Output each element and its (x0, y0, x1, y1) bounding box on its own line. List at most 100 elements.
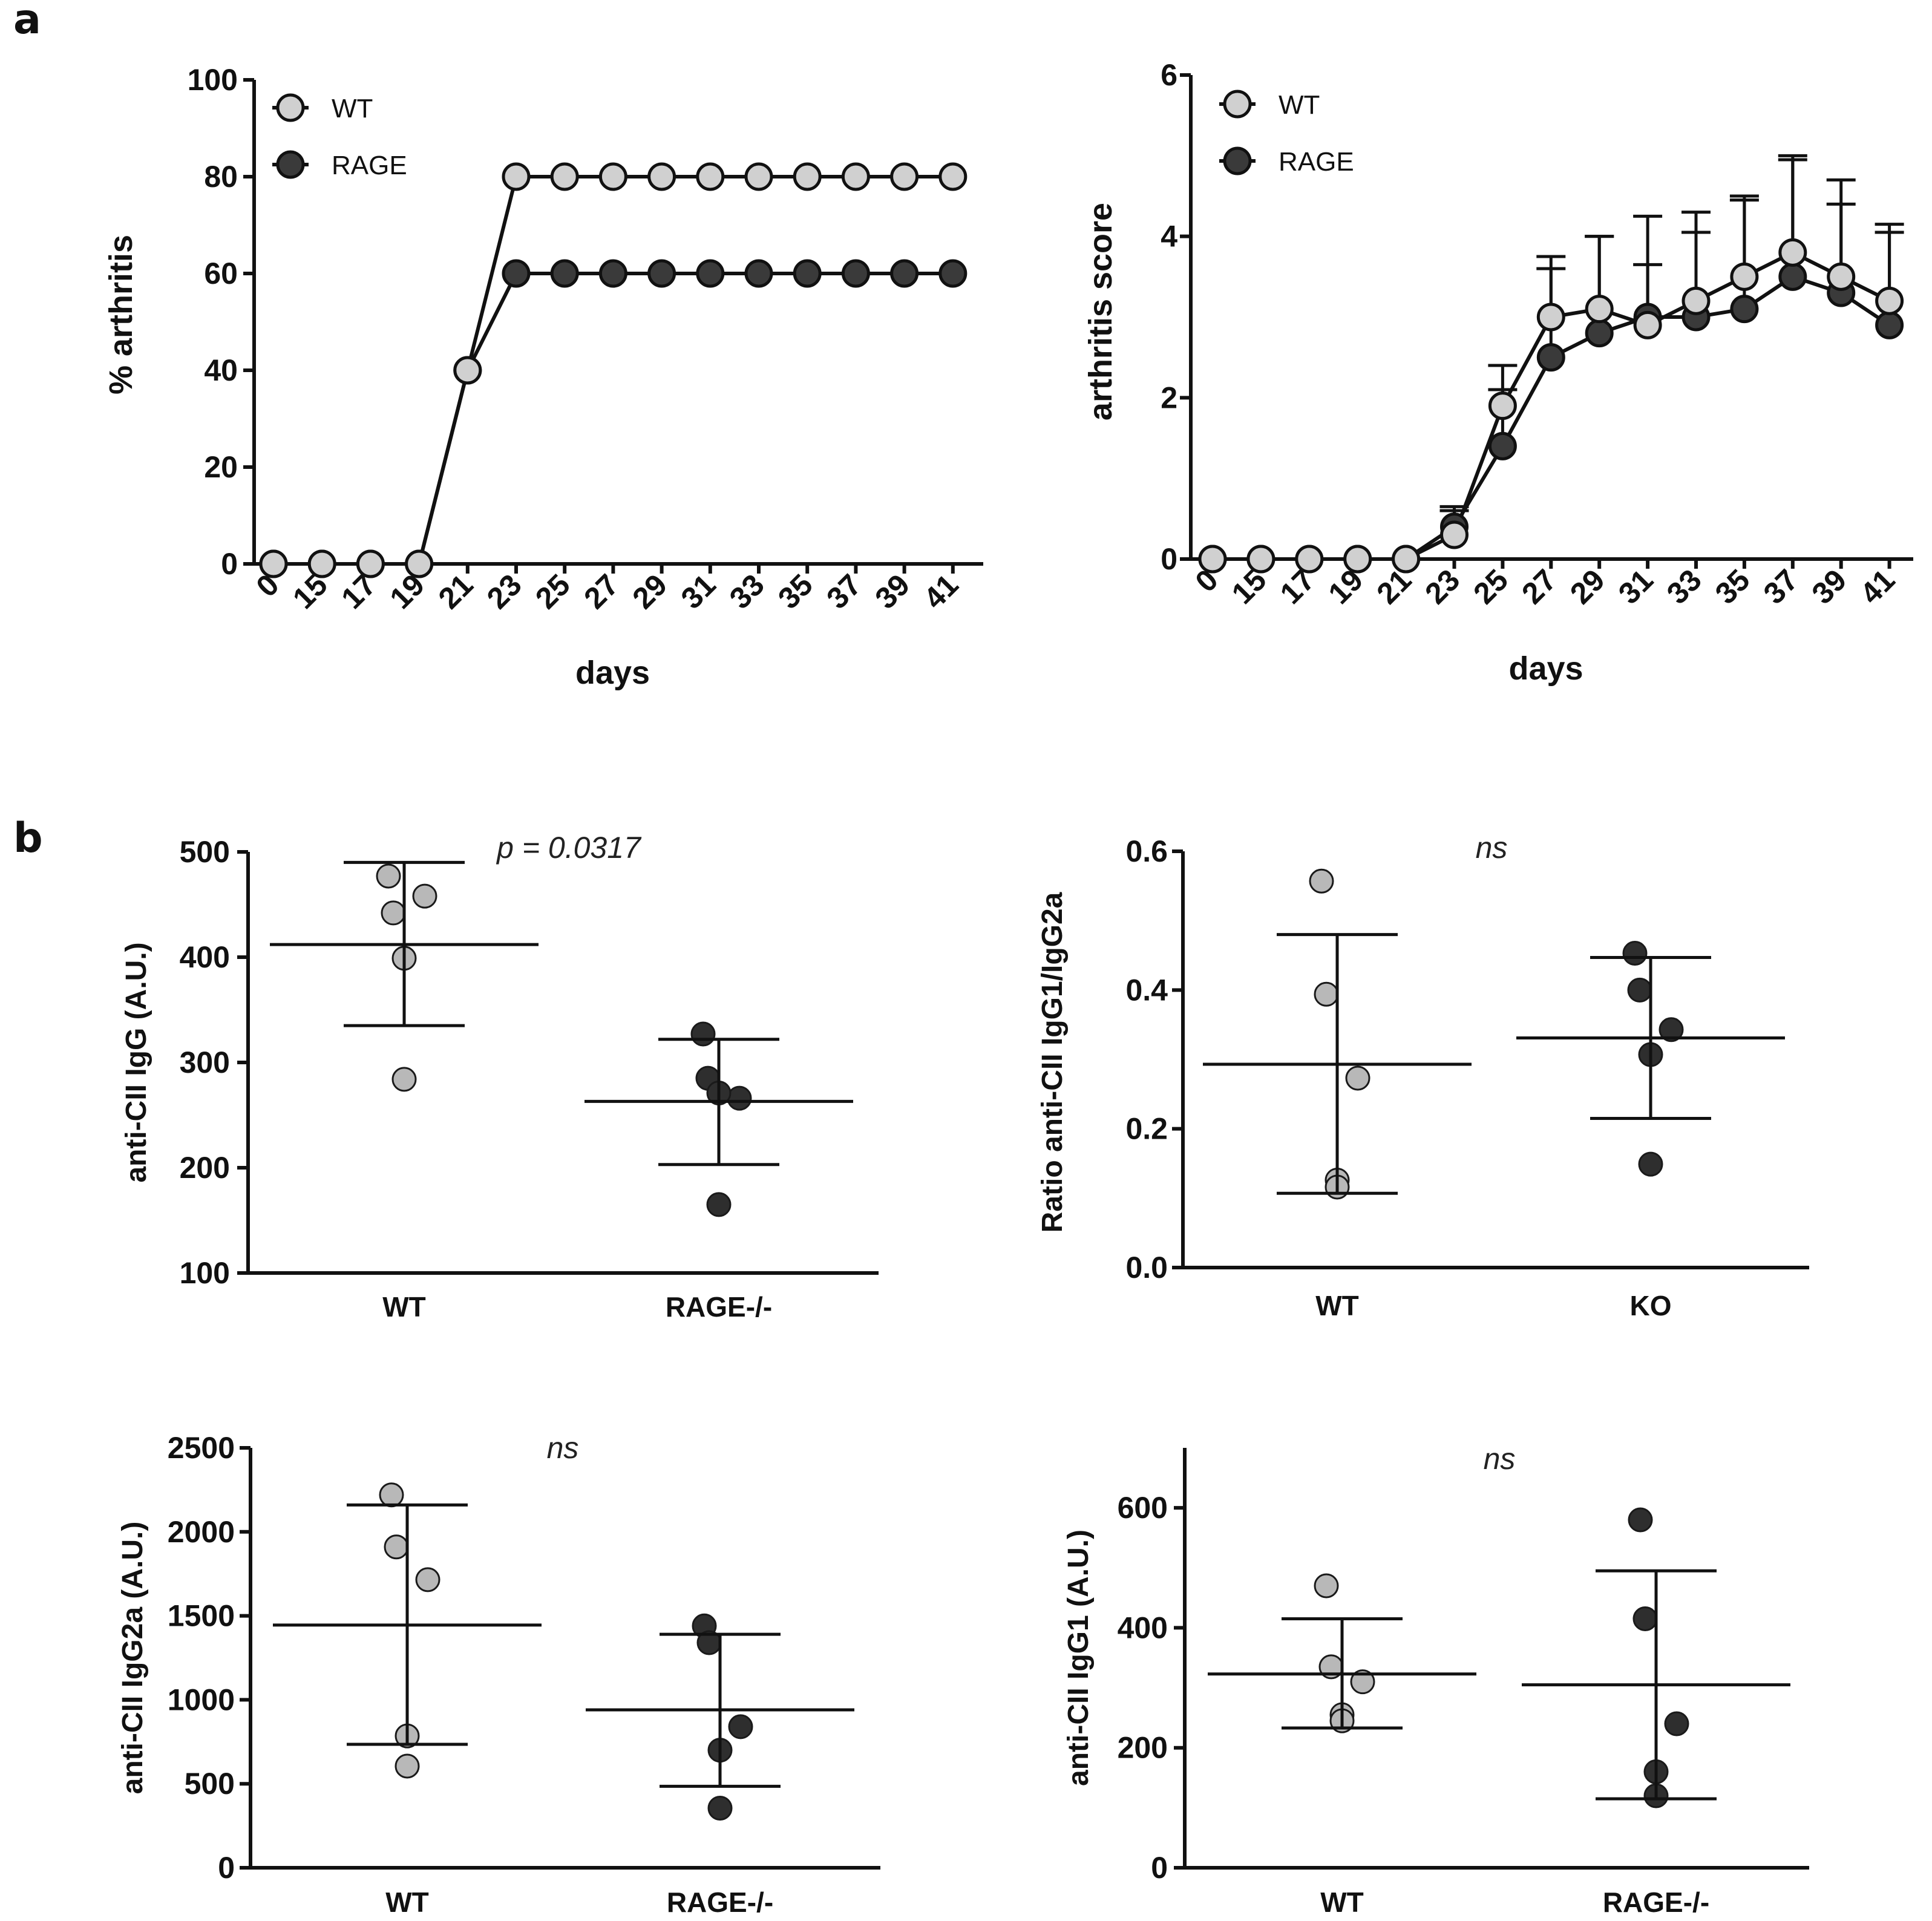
data-point-rage (550, 259, 579, 288)
y-tick-label: 20 (204, 450, 238, 484)
data-point-rage (793, 259, 822, 288)
legend-marker-wt (276, 93, 305, 122)
y-tick-label: 400 (180, 940, 230, 974)
data-point-wt (1778, 238, 1807, 267)
data-point-wt (356, 549, 385, 578)
legend-marker-wt (1223, 90, 1252, 119)
significance-annotation: ns (547, 1431, 579, 1465)
x-tick-label: 41 (1853, 563, 1901, 610)
data-point (707, 1795, 733, 1821)
chart-6: 0 200 400 600 anti-CII IgG1 (A.U.) WT RAGE-/- n… (1063, 1442, 1809, 1918)
data-point-rage (1536, 343, 1565, 372)
data-point-wt (1488, 391, 1517, 421)
category-label: RAGE-/- (667, 1887, 773, 1918)
y-tick-label: 600 (1118, 1491, 1168, 1525)
y-tick-label: 0 (1151, 1851, 1168, 1885)
data-point-wt (1198, 545, 1227, 574)
x-tick-label: 39 (1806, 563, 1853, 610)
x-tick-label: 27 (577, 568, 625, 615)
data-point (1627, 977, 1652, 1003)
data-point-rage (598, 259, 627, 288)
data-point-rage (1488, 431, 1517, 460)
y-tick-label: 500 (180, 835, 230, 869)
data-point (1638, 1151, 1663, 1177)
data-point-wt (1875, 286, 1904, 315)
chart-3: 100 200 300 400 500 anti-CII IgG (A.U.) WT RAGE… (120, 831, 879, 1323)
y-tick-label: 0.6 (1125, 834, 1168, 868)
chart-4: 0.0 0.2 0.4 0.6 Ratio anti-CII IgG1/IgG2a WT K… (1036, 831, 1809, 1321)
data-point-rage (1730, 295, 1759, 324)
y-axis-title: anti-CII IgG1 (A.U.) (1063, 1530, 1095, 1786)
data-point-wt (647, 162, 676, 191)
x-tick-label: 29 (626, 568, 673, 615)
data-point-rage (1585, 319, 1614, 348)
data-point-wt (1730, 262, 1759, 291)
data-point-wt (307, 549, 336, 578)
data-point (1622, 941, 1648, 966)
data-point (384, 1534, 409, 1560)
data-point (395, 1753, 420, 1779)
legend-label: RAGE (332, 151, 407, 180)
data-point-wt (1681, 286, 1711, 315)
data-point-wt (890, 162, 919, 191)
y-tick-label: 40 (204, 353, 238, 387)
x-tick-label: 23 (1418, 563, 1466, 610)
x-tick-label: 33 (723, 568, 771, 615)
data-point (1659, 1017, 1684, 1042)
data-point (1314, 981, 1339, 1007)
data-point-wt (550, 162, 579, 191)
data-point (381, 900, 406, 926)
data-point-wt (453, 356, 482, 385)
data-point (728, 1714, 753, 1739)
y-tick-label: 200 (180, 1151, 230, 1185)
y-tick-label: 1500 (168, 1599, 235, 1633)
data-point (376, 863, 401, 889)
category-label: KO (1630, 1290, 1672, 1321)
data-point (391, 1067, 417, 1092)
x-tick-label: 25 (1467, 563, 1514, 610)
x-tick-label: 27 (1515, 563, 1563, 610)
y-tick-label: 80 (204, 160, 238, 194)
series-line-rage (273, 272, 953, 566)
x-tick-label: 35 (1709, 563, 1757, 610)
x-tick-label: 41 (917, 568, 965, 615)
x-tick-label: 21 (432, 568, 480, 615)
y-tick-label: 200 (1118, 1731, 1168, 1765)
group-wt (1203, 868, 1472, 1200)
x-axis-title: days (1508, 650, 1583, 687)
significance-annotation: p = 0.0317 (496, 831, 642, 865)
category-label: WT (1320, 1887, 1364, 1918)
panel-label-a: a (13, 0, 41, 44)
y-tick-label: 60 (204, 257, 238, 290)
data-point-wt (1827, 262, 1856, 291)
x-tick-label: 25 (529, 568, 577, 615)
data-point (1628, 1507, 1653, 1533)
data-point (706, 1192, 732, 1217)
data-point-rage (890, 259, 919, 288)
data-point-wt (1633, 310, 1662, 339)
category-label: WT (1315, 1290, 1359, 1321)
x-tick-label: 33 (1660, 563, 1708, 610)
data-point-rage (1875, 310, 1904, 339)
y-tick-label: 0.0 (1125, 1251, 1168, 1284)
x-tick-label: 31 (1612, 563, 1660, 610)
group-rage (1522, 1507, 1790, 1808)
data-point (1664, 1711, 1689, 1736)
data-point-wt (841, 162, 870, 191)
data-point-wt (502, 162, 531, 191)
data-point-wt (405, 549, 434, 578)
y-tick-label: 0 (221, 547, 238, 581)
data-point-wt (1392, 545, 1421, 574)
data-point-wt (1440, 520, 1469, 549)
data-point (727, 1085, 752, 1111)
group-rage (585, 1021, 853, 1217)
y-tick-label: 6 (1161, 58, 1177, 92)
chart-5: 0 500 1000 1500 2000 2500 anti-CII IgG2a (A.U.… (117, 1431, 880, 1918)
y-tick-label: 4 (1161, 220, 1177, 254)
y-tick-label: 0 (218, 1851, 235, 1885)
data-point (412, 883, 437, 909)
y-axis-title: Ratio anti-CII IgG1/IgG2a (1036, 892, 1069, 1232)
data-point-wt (1585, 295, 1614, 324)
data-point-wt (1343, 545, 1372, 574)
